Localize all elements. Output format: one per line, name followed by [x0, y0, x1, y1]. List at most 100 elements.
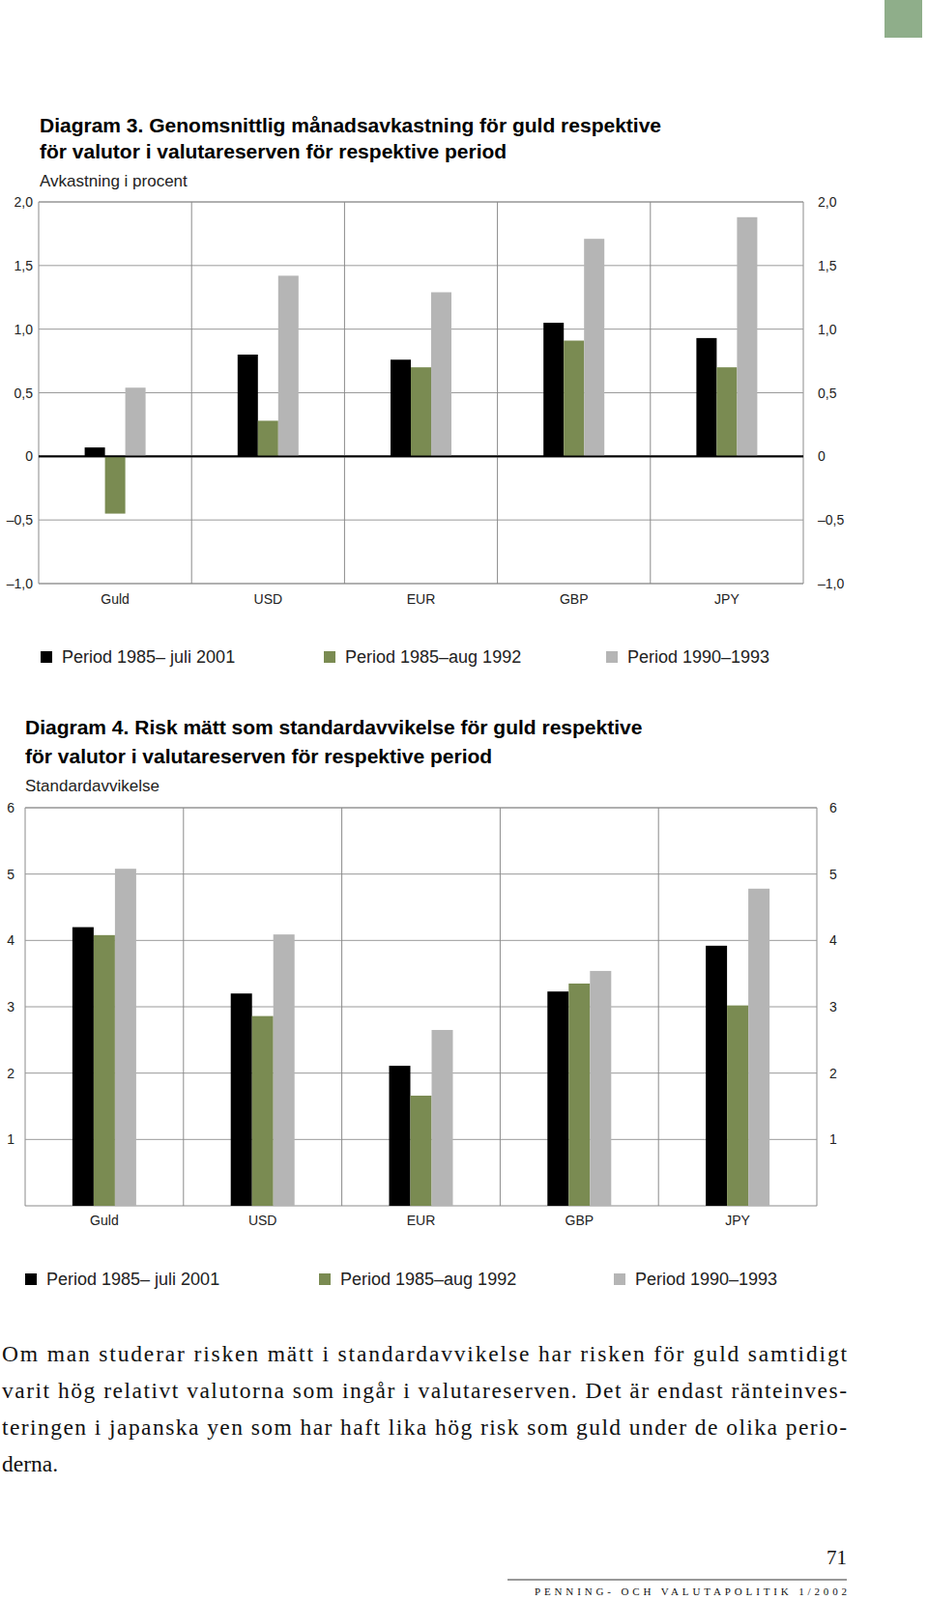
tick-label: 1,0: [817, 321, 838, 338]
legend-label: Period 1985–aug 1992: [340, 1270, 517, 1290]
bar: [568, 984, 590, 1207]
bar: [115, 869, 137, 1207]
legend-swatch: [613, 1274, 626, 1286]
category-label: EUR: [406, 591, 436, 608]
bar: [705, 946, 727, 1207]
legend-swatch: [323, 651, 336, 664]
category-label: JPY: [725, 1213, 751, 1229]
zero-line: [38, 456, 804, 459]
category-label: GBP: [559, 591, 589, 608]
grid-line: [25, 808, 817, 810]
bar: [726, 1006, 749, 1207]
chart-title: för valutor i valutareserven för respekt…: [39, 140, 507, 163]
tick-label: 1,0: [14, 321, 34, 338]
grid-line: [38, 456, 804, 459]
legend-label: Period 1990–1993: [627, 647, 770, 667]
tick-label: 1: [829, 1131, 838, 1148]
bars: [85, 217, 758, 515]
page-number: 71: [826, 1546, 847, 1570]
bar: [696, 338, 717, 457]
grid-line: [38, 520, 804, 522]
footer-journal: PENNING- OCH VALUTAPOLITIK 1/2002: [534, 1586, 847, 1598]
tick-label: 6: [829, 800, 838, 816]
bar: [589, 971, 611, 1207]
tick-label: 0,5: [14, 385, 34, 402]
legend-swatch: [40, 651, 53, 664]
tick-label: –1,0: [6, 576, 33, 592]
tick-label: 3: [6, 999, 15, 1015]
bar: [410, 1096, 433, 1207]
category-separator: [499, 808, 501, 1207]
bar: [543, 322, 564, 457]
category-separator: [649, 202, 651, 584]
body-text: teringen i japanska yen som har haft lik…: [1, 1415, 847, 1441]
bar: [93, 935, 116, 1207]
axis-label: Standardavvikelse: [25, 777, 160, 796]
tick-label: 3: [829, 999, 838, 1015]
bar: [125, 387, 146, 457]
axis-line: [25, 808, 817, 810]
bars: [72, 869, 770, 1207]
tick-label: –0,5: [6, 512, 33, 528]
category-separator: [341, 808, 343, 1207]
bar: [431, 291, 452, 457]
tick-label: 4: [6, 932, 15, 949]
tick-label: 0,5: [817, 385, 838, 402]
chart-title: för valutor i valutareserven för respekt…: [25, 745, 493, 768]
page: Diagram 3. Genomsnittlig månadsavkastnin…: [0, 0, 928, 1600]
grid-line: [38, 264, 804, 266]
corner-tab: [884, 0, 923, 38]
legend-swatch: [319, 1274, 331, 1286]
bar: [390, 359, 411, 457]
category-separator: [182, 808, 184, 1207]
grid-line: [25, 1073, 817, 1074]
legend-swatch: [606, 651, 618, 664]
tick-label: 2: [829, 1066, 838, 1082]
legend-label: Period 1985– juli 2001: [46, 1270, 220, 1290]
tick-label: 2,0: [14, 194, 34, 210]
category-separator: [191, 202, 193, 584]
bar: [583, 238, 605, 457]
bar: [716, 367, 737, 457]
chart: Diagram 4. Risk mätt som standardavvikel…: [6, 716, 838, 1290]
tick-label: 0: [817, 448, 826, 464]
bar: [72, 928, 94, 1207]
bar: [389, 1066, 411, 1207]
bar: [748, 889, 770, 1207]
tick-label: 1,5: [817, 258, 838, 274]
chart-title: Diagram 3. Genomsnittlig månadsavkastnin…: [39, 114, 662, 137]
legend-swatch: [25, 1274, 37, 1286]
tick-label: 1,5: [14, 258, 34, 274]
bar: [736, 217, 757, 458]
category-label: Guld: [100, 591, 130, 608]
axis-label: Avkastning i procent: [39, 172, 188, 191]
legend-label: Period 1985– juli 2001: [61, 647, 235, 667]
footer-rule: [507, 1580, 847, 1582]
tick-label: –1,0: [817, 576, 844, 592]
bar: [258, 420, 279, 457]
legend-label: Period 1985–aug 1992: [345, 647, 522, 667]
tick-label: 1: [6, 1131, 15, 1148]
tick-label: 4: [829, 932, 838, 949]
bar: [231, 993, 253, 1207]
tick-label: 0: [25, 448, 33, 464]
tick-label: 5: [829, 867, 838, 883]
body-text: varit hög relativt valutorna som ingår i…: [1, 1378, 847, 1404]
tick-label: 5: [6, 867, 15, 883]
grid-line: [25, 1007, 817, 1009]
grid-line: [38, 202, 804, 203]
category-separator: [658, 808, 660, 1207]
bar: [237, 354, 259, 457]
category-separator: [344, 202, 346, 584]
bar: [432, 1030, 454, 1207]
category-label: JPY: [714, 591, 740, 608]
legend-label: Period 1990–1993: [635, 1270, 778, 1290]
category-label: GBP: [565, 1213, 595, 1229]
bar: [85, 447, 106, 457]
grid-line: [38, 328, 804, 330]
bar: [273, 934, 295, 1207]
category-separator: [496, 202, 498, 584]
bar: [547, 991, 569, 1207]
tick-label: 6: [6, 800, 15, 816]
grid-line: [25, 940, 817, 942]
